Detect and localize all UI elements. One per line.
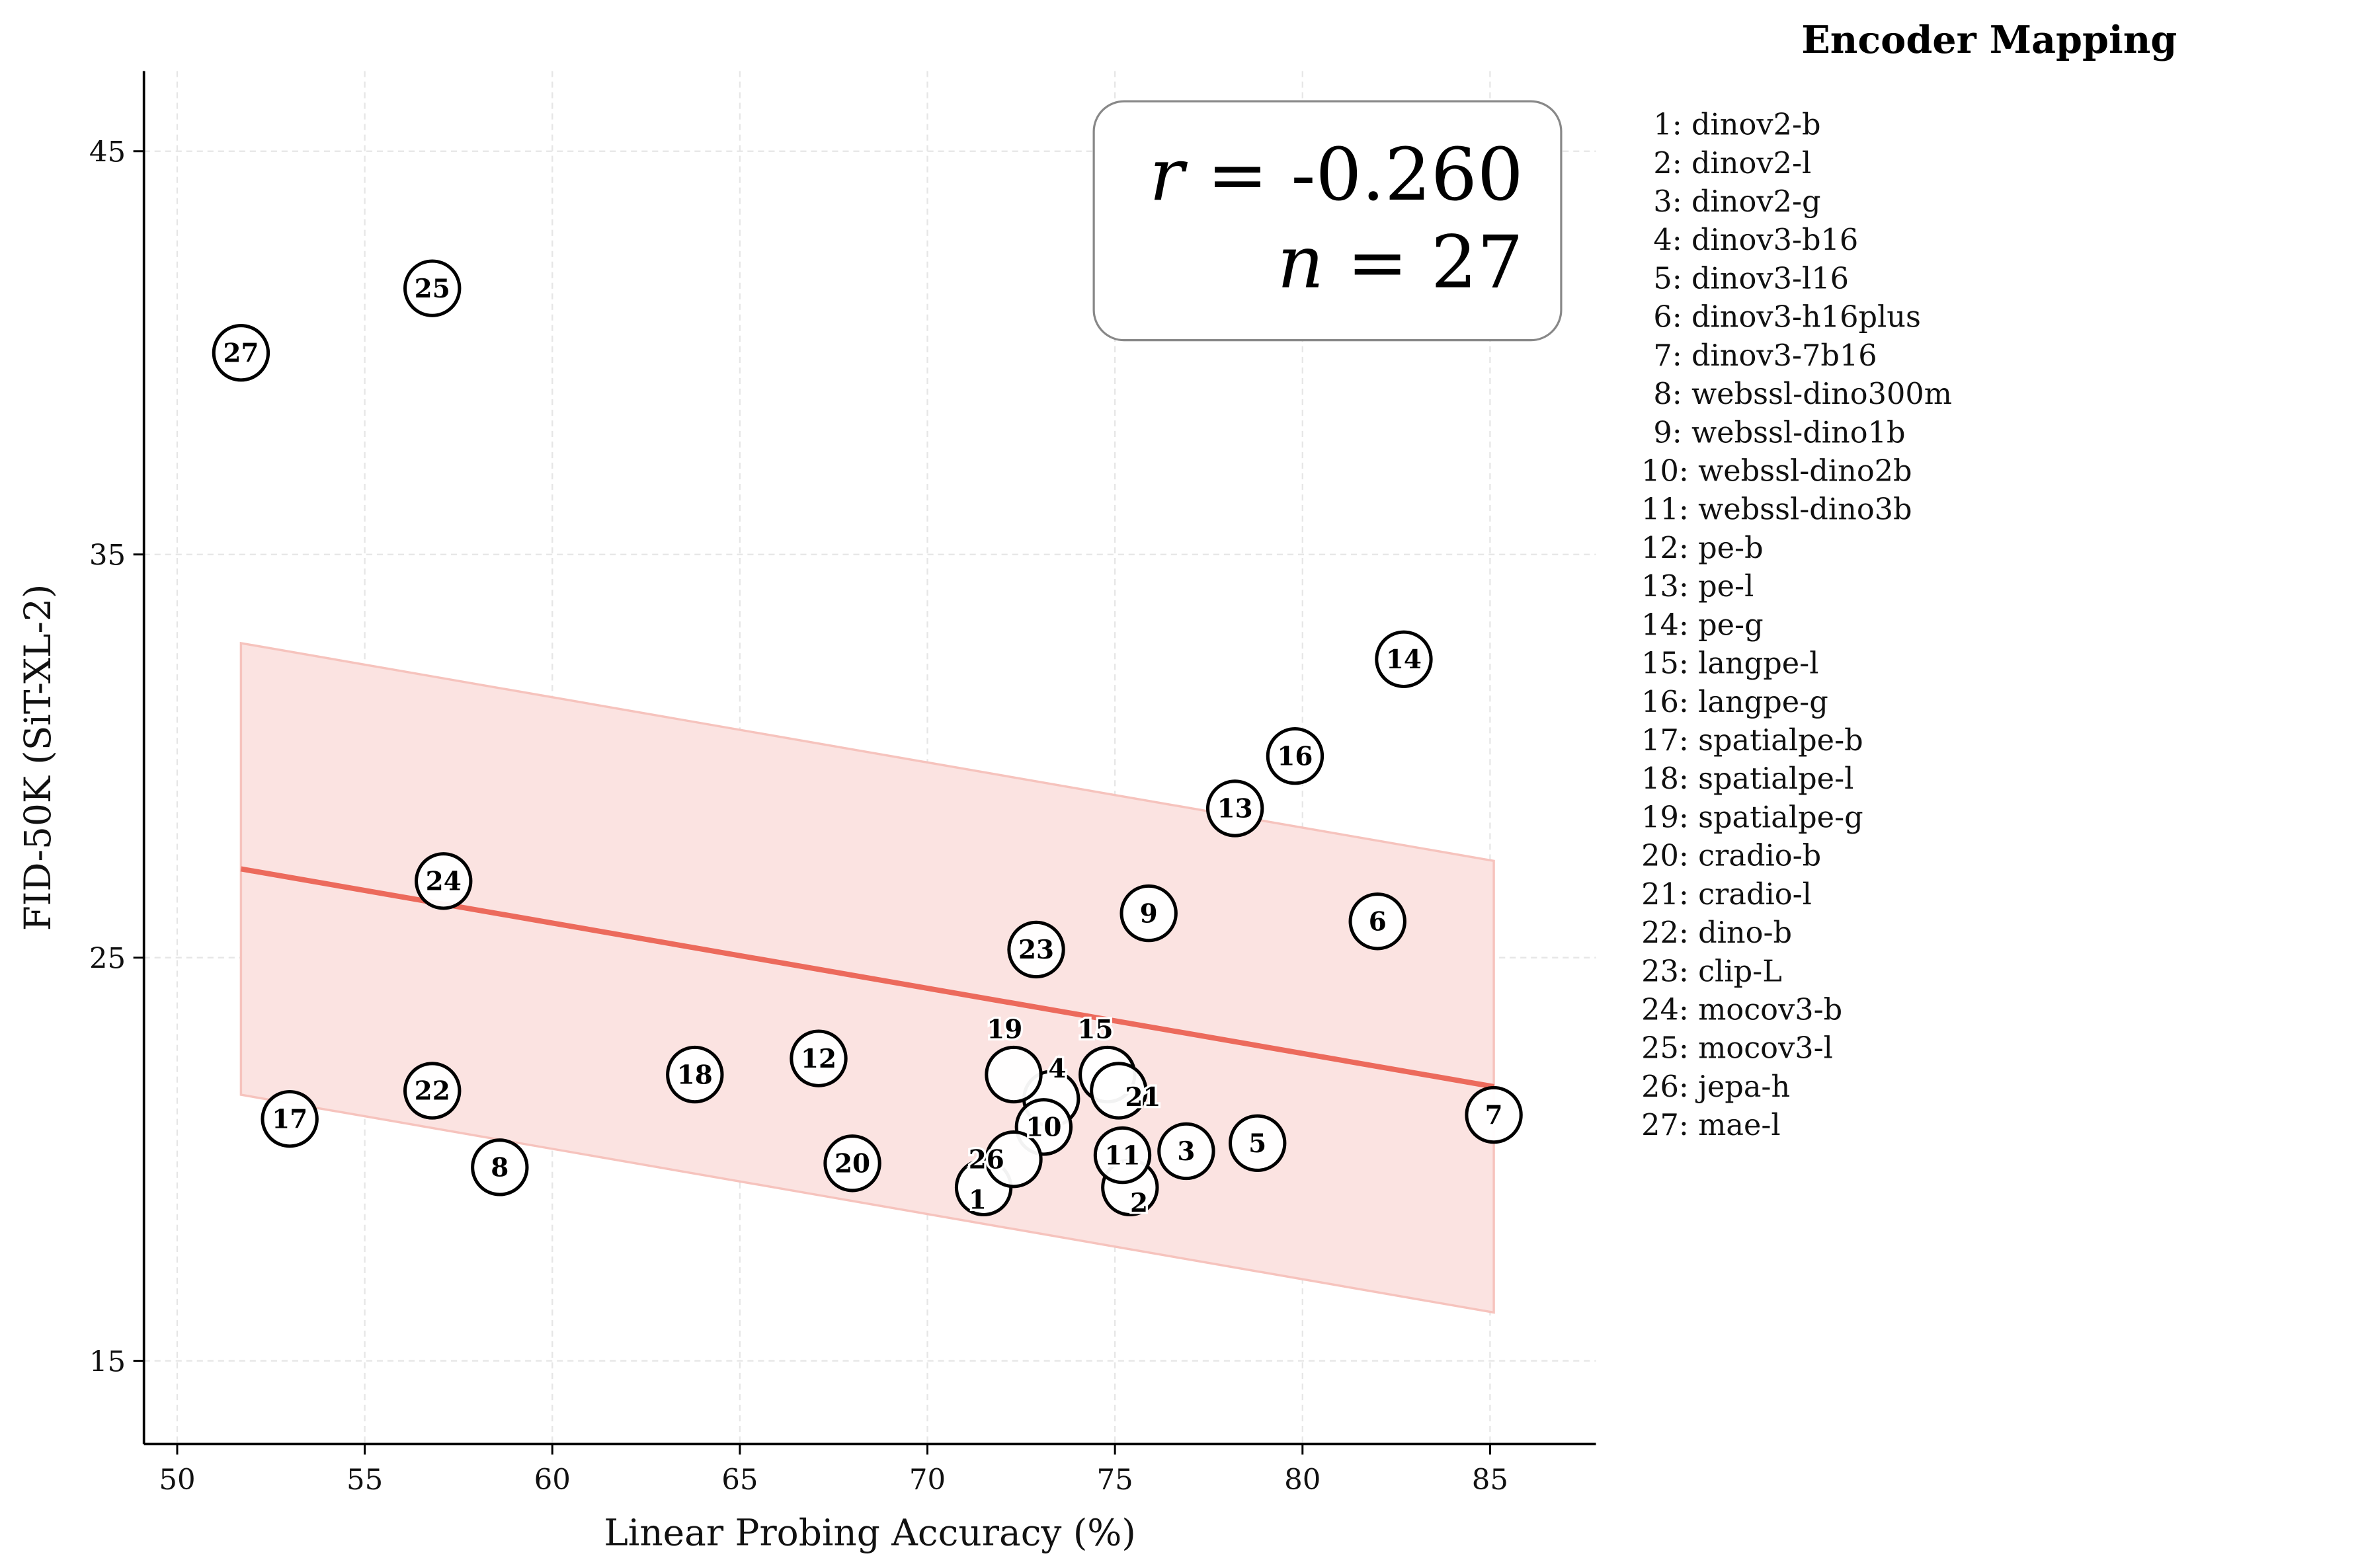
point-label-20: 20: [834, 1148, 870, 1179]
legend-item: 22: dino-b: [1641, 916, 1792, 950]
legend: Encoder Mapping 1: dinov2-b 2: dinov2-l 3:…: [1641, 18, 2177, 1142]
point-label-14: 14: [1386, 645, 1422, 675]
point-label-5: 5: [1248, 1128, 1266, 1159]
legend-item: 13: pe-l: [1641, 569, 1754, 604]
point-marker-5: [1229, 1114, 1287, 1172]
point-label-7: 7: [1485, 1100, 1503, 1130]
point-marker-20: [823, 1134, 881, 1193]
legend-item: 18: spatialpe-l: [1641, 762, 1853, 796]
legend-item: 6: dinov3-h16plus: [1653, 300, 1920, 334]
point-label-2: 2: [1130, 1188, 1148, 1218]
point-marker-9: [1119, 884, 1178, 943]
point-label-23: 23: [1018, 935, 1054, 965]
x-tick-label: 65: [721, 1464, 758, 1497]
legend-item: 1: dinov2-b: [1653, 108, 1820, 142]
point-label-10: 10: [1026, 1113, 1061, 1143]
point-label-16: 16: [1277, 741, 1313, 771]
point-marker-7: [1465, 1085, 1523, 1144]
y-tick-label: 45: [89, 136, 126, 169]
y-axis-label: FID-50K (SiT-XL-2): [17, 584, 59, 931]
legend-item: 20: cradio-b: [1641, 839, 1821, 873]
points: [212, 259, 1523, 1217]
point-marker-17: [261, 1089, 319, 1148]
point-label-1: 1: [969, 1185, 987, 1215]
point-marker-12: [790, 1029, 848, 1087]
point-marker-26: [985, 1130, 1043, 1189]
point-marker-19: [985, 1045, 1043, 1104]
point-label-13: 13: [1217, 794, 1253, 824]
x-tick-label: 60: [534, 1464, 571, 1497]
point-label-4: 4: [1048, 1054, 1066, 1084]
point-label-27: 27: [223, 338, 259, 368]
legend-item: 7: dinov3-7b16: [1653, 338, 1877, 373]
legend-item: 25: mocov3-l: [1641, 1031, 1833, 1066]
y-tick-label: 25: [89, 943, 126, 976]
legend-item: 16: langpe-g: [1641, 685, 1828, 719]
point-marker-27: [212, 324, 270, 382]
point-label-11: 11: [1104, 1140, 1140, 1171]
point-marker-14: [1375, 630, 1433, 688]
point-marker-11: [1093, 1126, 1152, 1185]
point-label-15: 15: [1077, 1015, 1113, 1045]
point-label-22: 22: [415, 1076, 450, 1107]
x-tick-label: 80: [1284, 1464, 1321, 1497]
point-marker-21: [1090, 1062, 1148, 1120]
point-marker-8: [471, 1138, 529, 1196]
point-label-17: 17: [272, 1104, 307, 1134]
point-marker-18: [666, 1045, 724, 1104]
y-tick-label: 15: [89, 1346, 126, 1379]
point-marker-3: [1157, 1122, 1215, 1181]
n-stat: n = 27: [1278, 220, 1524, 305]
x-tick-label: 75: [1097, 1464, 1133, 1497]
point-marker-24: [415, 852, 473, 910]
x-tick-label: 55: [346, 1464, 383, 1497]
point-label-18: 18: [677, 1060, 713, 1090]
legend-item: 8: webssl-dino300m: [1653, 377, 1952, 411]
legend-item: 19: spatialpe-g: [1641, 800, 1863, 834]
legend-item: 21: cradio-l: [1641, 877, 1812, 912]
point-label-12: 12: [801, 1044, 836, 1074]
legend-item: 5: dinov3-l16: [1653, 261, 1849, 295]
point-label-24: 24: [426, 867, 462, 897]
x-axis-label: Linear Probing Accuracy (%): [604, 1512, 1136, 1554]
point-marker-13: [1205, 779, 1264, 838]
r-stat: r = -0.260: [1149, 132, 1524, 217]
legend-item: 24: mocov3-b: [1641, 992, 1842, 1027]
point-label-9: 9: [1140, 898, 1158, 929]
legend-item: 4: dinov3-b16: [1653, 223, 1858, 257]
x-tick-label: 70: [909, 1464, 946, 1497]
point-label-6: 6: [1369, 907, 1387, 937]
point-label-3: 3: [1177, 1136, 1195, 1167]
point-marker-22: [403, 1062, 462, 1120]
legend-title: Encoder Mapping: [1801, 18, 2177, 62]
legend-item: 14: pe-g: [1641, 608, 1764, 642]
point-label-21: 21: [1125, 1082, 1160, 1113]
legend-item: 17: spatialpe-b: [1641, 723, 1863, 758]
stats-box: r = -0.260 n = 27: [1092, 100, 1563, 342]
legend-item: 26: jepa-h: [1641, 1070, 1790, 1104]
y-tick-label: 35: [89, 539, 126, 572]
legend-item: 15: langpe-l: [1641, 647, 1818, 681]
legend-item: 3: dinov2-g: [1653, 184, 1820, 219]
legend-item: 11: webssl-dino3b: [1641, 492, 1912, 527]
point-labels: 1 234567891011121314151617181920212223242…: [221, 271, 1505, 1220]
x-tick-label: 50: [159, 1464, 195, 1497]
x-tick-label: 85: [1472, 1464, 1508, 1497]
legend-item: 23: clip-L: [1641, 954, 1782, 988]
point-marker-16: [1266, 727, 1324, 785]
point-label-19: 19: [987, 1015, 1022, 1045]
point-marker-6: [1348, 892, 1406, 951]
point-marker-23: [1007, 920, 1065, 979]
point-marker-25: [403, 259, 462, 317]
point-label-26: 26: [969, 1144, 1004, 1175]
legend-item: 10: webssl-dino2b: [1641, 453, 1912, 488]
point-label-8: 8: [491, 1153, 509, 1183]
legend-item: 9: webssl-dino1b: [1653, 415, 1905, 450]
legend-item: 2: dinov2-l: [1653, 146, 1811, 180]
legend-item: 12: pe-b: [1641, 531, 1764, 565]
point-label-25: 25: [415, 274, 450, 304]
legend-item: 27: mae-l: [1641, 1108, 1781, 1142]
